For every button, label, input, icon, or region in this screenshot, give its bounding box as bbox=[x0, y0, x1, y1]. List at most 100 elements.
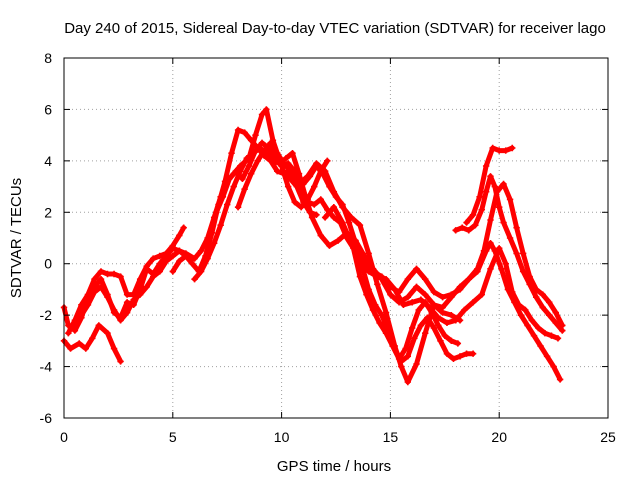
data-point bbox=[258, 111, 266, 118]
x-tick-label: 25 bbox=[600, 429, 616, 445]
data-point bbox=[150, 273, 157, 280]
data-point bbox=[91, 275, 98, 283]
data-point bbox=[117, 273, 124, 280]
series-trace bbox=[192, 145, 463, 323]
data-point bbox=[500, 219, 507, 226]
data-point bbox=[169, 268, 176, 275]
data-point bbox=[415, 306, 422, 314]
data-point bbox=[522, 306, 529, 314]
data-point bbox=[143, 263, 150, 270]
data-point bbox=[339, 203, 346, 211]
data-point bbox=[169, 242, 176, 249]
data-point bbox=[308, 214, 316, 221]
data-point bbox=[243, 155, 250, 162]
data-point bbox=[117, 358, 124, 365]
data-point bbox=[554, 335, 562, 342]
data-point bbox=[176, 247, 183, 255]
data-point bbox=[506, 234, 514, 242]
data-point bbox=[524, 322, 531, 329]
data-point bbox=[552, 319, 559, 327]
data-point bbox=[97, 275, 105, 283]
data-point bbox=[487, 239, 494, 247]
data-point bbox=[258, 139, 266, 147]
data-point bbox=[437, 337, 444, 345]
data-point bbox=[463, 219, 470, 226]
data-point bbox=[532, 293, 540, 301]
data-point bbox=[330, 188, 338, 195]
data-point bbox=[452, 317, 459, 324]
data-point bbox=[528, 317, 536, 324]
data-point bbox=[156, 252, 163, 260]
data-point bbox=[180, 224, 187, 231]
data-point bbox=[191, 255, 198, 262]
data-point bbox=[463, 350, 470, 357]
series-trace-2 bbox=[60, 245, 196, 334]
series-trace-4 bbox=[71, 106, 331, 329]
data-point bbox=[110, 270, 118, 278]
data-point bbox=[369, 306, 377, 314]
data-point bbox=[150, 255, 157, 262]
data-point bbox=[123, 309, 131, 316]
data-point bbox=[459, 224, 466, 231]
data-point bbox=[422, 291, 429, 298]
y-tick-label: 4 bbox=[44, 153, 52, 169]
data-point bbox=[546, 299, 553, 306]
data-point bbox=[469, 350, 477, 357]
series-trace-8 bbox=[234, 139, 477, 365]
data-point bbox=[387, 291, 394, 298]
data-point bbox=[519, 268, 527, 275]
data-point bbox=[413, 283, 420, 291]
data-point bbox=[176, 232, 183, 239]
data-point bbox=[404, 293, 412, 301]
data-point bbox=[482, 162, 490, 170]
data-point bbox=[498, 265, 505, 273]
data-point bbox=[404, 353, 412, 360]
data-point bbox=[487, 173, 494, 180]
data-point bbox=[274, 149, 281, 157]
data-point bbox=[448, 337, 455, 345]
data-point bbox=[313, 211, 320, 219]
data-point bbox=[213, 209, 220, 216]
data-point bbox=[76, 340, 83, 347]
data-point bbox=[97, 268, 105, 275]
data-point bbox=[95, 322, 103, 329]
y-tick-label: 6 bbox=[44, 101, 52, 117]
series-trace-3 bbox=[65, 224, 187, 337]
data-point bbox=[317, 196, 324, 203]
plot-frame bbox=[63, 57, 609, 419]
data-point bbox=[489, 144, 496, 152]
data-point bbox=[311, 183, 318, 190]
data-point bbox=[356, 221, 364, 229]
data-point bbox=[408, 299, 416, 306]
data-point bbox=[502, 147, 509, 154]
data-point bbox=[478, 291, 485, 298]
data-point bbox=[252, 147, 259, 154]
data-point bbox=[247, 137, 255, 144]
data-point bbox=[67, 345, 74, 352]
data-points bbox=[60, 106, 566, 386]
data-point bbox=[543, 353, 551, 360]
data-point bbox=[297, 188, 305, 195]
x-tick-label: 5 bbox=[169, 429, 177, 445]
y-axis-label: SDTVAR / TECUs bbox=[8, 178, 25, 298]
data-point bbox=[330, 214, 338, 221]
data-point bbox=[156, 268, 163, 275]
data-point bbox=[535, 324, 542, 332]
data-point bbox=[404, 378, 412, 386]
data-point bbox=[496, 203, 503, 211]
data-point bbox=[232, 167, 240, 175]
data-point bbox=[452, 227, 459, 234]
x-tick-label: 15 bbox=[383, 429, 399, 445]
data-point bbox=[241, 185, 248, 193]
data-point bbox=[197, 268, 205, 275]
data-point bbox=[317, 232, 324, 239]
series-trace bbox=[72, 106, 330, 328]
series-trace-5 bbox=[169, 126, 320, 275]
data-point bbox=[245, 162, 253, 170]
data-point bbox=[234, 203, 242, 211]
data-point bbox=[295, 180, 303, 188]
data-point bbox=[330, 203, 338, 211]
data-point bbox=[361, 260, 368, 267]
data-point bbox=[378, 311, 385, 319]
